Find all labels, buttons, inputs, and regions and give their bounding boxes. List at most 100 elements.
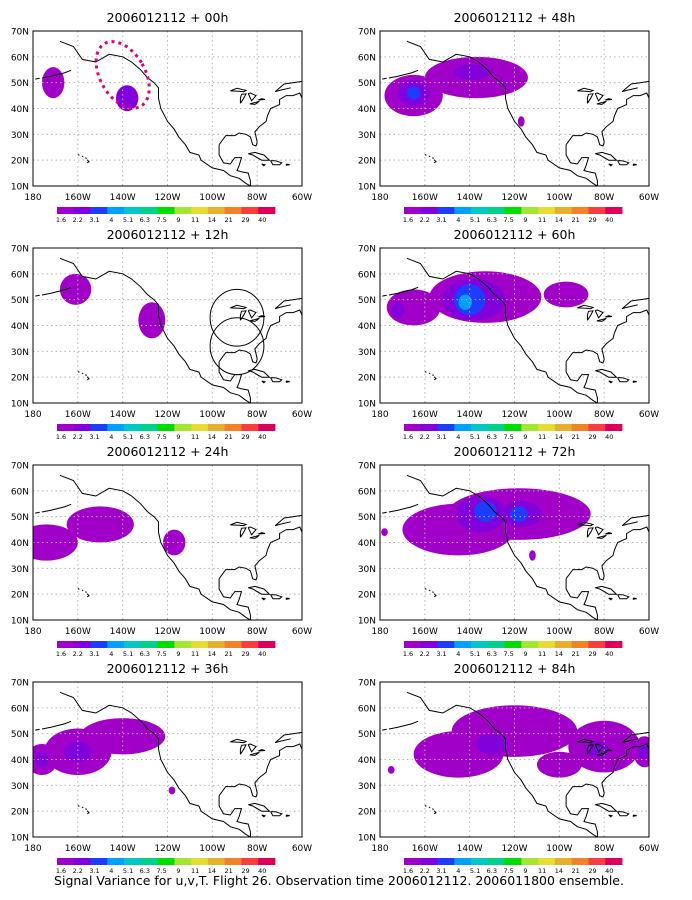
x-tick-label: 60W (639, 193, 659, 203)
observation-circle (209, 317, 265, 376)
panel-title: 2006012112 + 84h (454, 661, 576, 676)
colorbar-swatch (420, 424, 438, 431)
x-tick-label: 100W (199, 410, 225, 420)
y-tick-label: 10N (11, 617, 29, 627)
coastline (258, 749, 266, 752)
colorbar-swatch (124, 424, 142, 431)
colorbar-label: 29 (241, 867, 249, 875)
variance-blob (33, 524, 78, 561)
colorbar-swatch (57, 207, 75, 214)
coastline (285, 163, 290, 166)
coastline (433, 159, 437, 164)
colorbar-label: 4 (109, 433, 113, 441)
coastline (595, 802, 618, 812)
x-tick-label: 80W (594, 193, 614, 203)
coastline (428, 155, 431, 158)
colorbar-swatch (73, 858, 91, 865)
colorbar-label: 14 (208, 867, 216, 875)
colorbar-swatch (420, 207, 438, 214)
figure-caption: Signal Variance for u,v,T. Flight 26. Ob… (54, 873, 624, 888)
coastline (382, 294, 387, 297)
colorbar-label: 11 (191, 867, 199, 875)
colorbar-swatch (554, 207, 573, 214)
coastline (249, 100, 260, 105)
coastline (81, 806, 84, 809)
colorbar-swatch (191, 858, 209, 865)
x-tick-label: 160W (65, 410, 91, 420)
colorbar-swatch (588, 858, 606, 865)
colorbar-swatch (241, 207, 259, 214)
coastline (230, 304, 248, 310)
coastline (577, 521, 595, 527)
colorbar-swatch (588, 207, 606, 214)
coastline (406, 691, 598, 837)
colorbar-label: 7.5 (503, 216, 513, 224)
colorbar-label: 4 (456, 650, 460, 658)
coastline (605, 532, 613, 535)
plot-frame (32, 247, 303, 404)
coastline (432, 157, 434, 159)
colorbar-swatch (437, 207, 455, 214)
colorbar-label: 3.1 (89, 433, 99, 441)
coastline (605, 749, 613, 752)
colorbar-swatch (90, 207, 108, 214)
colorbar-label: 29 (241, 433, 249, 441)
colorbar-swatch (157, 858, 175, 865)
colorbar-label: 14 (208, 650, 216, 658)
y-tick-label: 40N (11, 322, 29, 332)
variance-blob (64, 741, 92, 763)
y-tick-label: 30N (11, 782, 29, 792)
colorbar-label: 9 (176, 433, 180, 441)
colorbar-swatch (73, 424, 91, 431)
coastline (218, 743, 302, 798)
variance-blob (387, 765, 395, 774)
coastline (77, 588, 80, 590)
colorbar-label: 7.5 (503, 433, 513, 441)
coastline (274, 514, 302, 527)
coastline (565, 526, 649, 581)
colorbar-label: 3.1 (436, 650, 446, 658)
colorbar-label: 1.6 (403, 433, 413, 441)
coastline (596, 534, 607, 539)
y-tick-label: 30N (11, 565, 29, 575)
x-tick-label: 80W (247, 627, 267, 637)
colorbar-swatch (538, 424, 556, 431)
x-tick-label: 140W (457, 410, 483, 420)
colorbar-label: 9 (176, 216, 180, 224)
colorbar-label: 7.5 (156, 433, 166, 441)
colorbar-swatch (404, 858, 422, 865)
colorbar-swatch (241, 641, 259, 648)
colorbar-swatch (191, 207, 209, 214)
coastline (424, 805, 427, 807)
colorbar-swatch (241, 424, 259, 431)
coastline (41, 286, 72, 296)
colorbar-label: 2.2 (73, 433, 83, 441)
colorbar-label: 29 (241, 650, 249, 658)
colorbar-swatch (588, 424, 606, 431)
variance-blob (35, 751, 49, 768)
colorbar-swatch (504, 424, 522, 431)
plot-clip (380, 682, 649, 837)
colorbar-label: 14 (555, 216, 563, 224)
colorbar-swatch (605, 424, 623, 431)
coastline (596, 317, 607, 322)
dotted-contour (94, 40, 151, 110)
variance-blob (529, 550, 536, 561)
y-tick-label: 20N (11, 374, 29, 384)
x-tick-label: 80W (247, 844, 267, 854)
x-tick-label: 80W (594, 627, 614, 637)
y-tick-label: 50N (11, 79, 29, 89)
colorbar-label: 4 (456, 867, 460, 875)
coastline (388, 286, 419, 296)
coastline (424, 588, 427, 590)
coastline (248, 151, 271, 161)
colorbar-label: 6.3 (140, 650, 150, 658)
variance-blob (391, 302, 405, 318)
y-tick-label: 70N (11, 462, 29, 472)
x-tick-label: 60W (639, 844, 659, 854)
plot-frame (32, 30, 303, 187)
colorbar-swatch (191, 424, 209, 431)
coastline (617, 160, 630, 166)
x-tick-label: 60W (639, 627, 659, 637)
coastline (594, 92, 604, 102)
